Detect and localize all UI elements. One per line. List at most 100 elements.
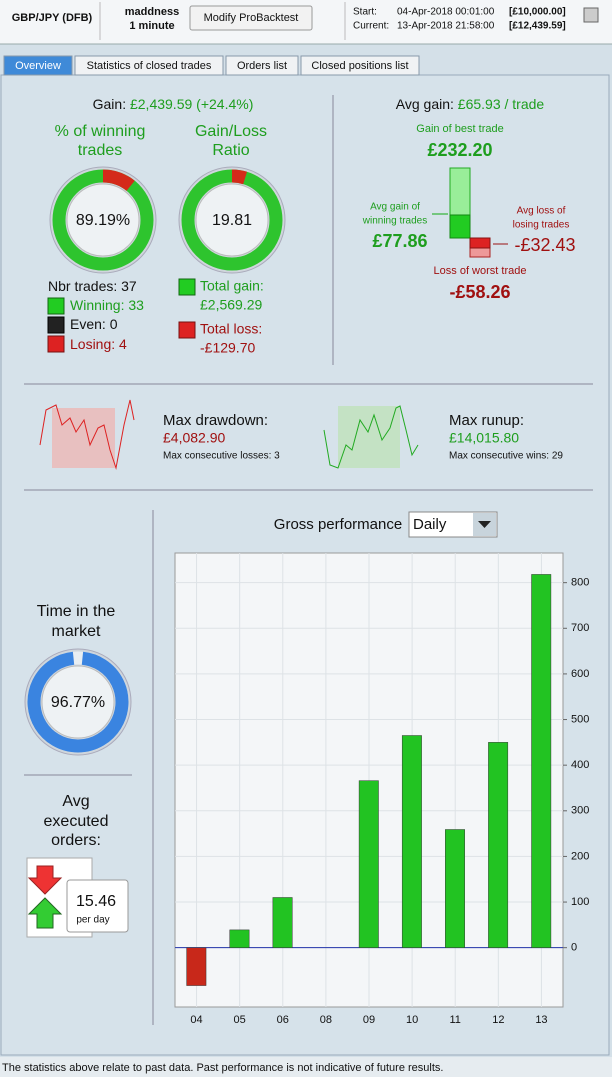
loss-label: losing trades xyxy=(513,220,570,231)
bar xyxy=(488,742,509,948)
bar xyxy=(229,929,250,948)
legend-win xyxy=(47,297,65,315)
y-tick-label: 100 xyxy=(571,896,589,908)
x-tick-label: 06 xyxy=(277,1014,289,1026)
ratio-donut-arc xyxy=(231,169,248,185)
even-label: Even: xyxy=(70,316,106,332)
y-tick-label: 400 xyxy=(571,759,589,771)
market-arc xyxy=(27,651,129,753)
bar xyxy=(401,735,422,948)
start: 04-Apr-2018 00:01:00 xyxy=(397,7,495,18)
start-capital: [£10,000.00] xyxy=(509,7,566,18)
orders-value: 15.46 xyxy=(76,893,116,910)
win-donut-arc xyxy=(102,169,135,192)
tab-label[interactable]: Closed positions list xyxy=(311,60,408,72)
win-donut-center xyxy=(66,183,140,257)
tab-label[interactable]: Statistics of closed trades xyxy=(87,60,212,72)
button[interactable] xyxy=(189,5,313,31)
x-tick-label: 09 xyxy=(363,1014,375,1026)
best: £232.20 xyxy=(427,140,492,160)
tab[interactable] xyxy=(3,55,73,76)
button-label[interactable]: Modify ProBacktest xyxy=(204,12,299,24)
losing-count: 4 xyxy=(119,336,127,352)
even-count: 0 xyxy=(110,316,118,332)
worst: -£58.26 xyxy=(449,282,510,302)
drawdown-spark xyxy=(39,399,135,470)
timeframe: 1 minute xyxy=(129,20,174,32)
runup-label: Max runup: xyxy=(449,412,524,429)
orders-title: Avg xyxy=(62,793,89,810)
tab-label[interactable]: Overview xyxy=(15,60,61,72)
y-tick-label: 800 xyxy=(571,577,589,589)
runup-area xyxy=(338,406,400,468)
current-label: Current: xyxy=(353,21,389,32)
ratio-donut-center xyxy=(195,183,269,257)
legend-gain xyxy=(178,278,196,296)
current: 13-Apr-2018 21:58:00 xyxy=(397,21,495,32)
tab[interactable] xyxy=(74,55,224,76)
footer-bg xyxy=(0,1057,612,1077)
drawdown: £4,082.90 xyxy=(163,430,225,446)
x-tick-label: 11 xyxy=(450,1014,461,1026)
x-tick-label: 10 xyxy=(406,1014,418,1026)
x-tick-label: 12 xyxy=(492,1014,504,1026)
orders-unit: per day xyxy=(76,915,109,926)
drawdown-area xyxy=(52,408,115,468)
gain: Gain: £2,439.59 (+24.4%) xyxy=(93,96,254,112)
market-center xyxy=(41,665,115,739)
losing-label: Losing: xyxy=(70,336,115,352)
x-tick-label: 04 xyxy=(190,1014,202,1026)
avg-loss: -£32.43 xyxy=(514,235,575,255)
footer: The statistics above relate to past data… xyxy=(2,1062,443,1074)
legend-loss xyxy=(178,321,196,339)
win-title: % of winning xyxy=(55,123,146,140)
runup-note: Max consecutive wins: 29 xyxy=(449,451,563,462)
market-title: market xyxy=(52,623,101,640)
winning-count: 33 xyxy=(128,297,144,313)
gain-value: £2,439.59 (+24.4%) xyxy=(130,96,253,112)
trades-label: Nbr trades: xyxy=(48,278,117,294)
ratio-title: Gain/Loss xyxy=(195,123,267,140)
y-tick-label: 600 xyxy=(571,668,589,680)
print-icon[interactable] xyxy=(583,7,599,23)
bar xyxy=(358,780,379,948)
tab[interactable] xyxy=(300,55,420,76)
strategy: maddness xyxy=(125,6,179,18)
select-arrow[interactable] xyxy=(478,521,491,528)
total-loss-label: Total loss: xyxy=(200,321,262,337)
y-tick-label: 200 xyxy=(571,850,589,862)
winning-label: Winning: xyxy=(70,297,124,313)
orders-card xyxy=(66,879,129,933)
drawdown-label: Max drawdown: xyxy=(163,412,268,429)
x-tick-label: 05 xyxy=(234,1014,246,1026)
start-label: Start: xyxy=(353,7,377,18)
tab[interactable] xyxy=(225,55,299,76)
instrument: GBP/JPY (DFB) xyxy=(12,12,93,24)
trades-total: 37 xyxy=(121,278,137,294)
bar xyxy=(531,574,552,948)
runup: £14,015.80 xyxy=(449,430,519,446)
x-tick-label: 08 xyxy=(320,1014,332,1026)
period[interactable]: Daily xyxy=(413,516,447,533)
win-donut-value: 89.19% xyxy=(76,212,130,229)
avg-label: Avg gain: xyxy=(396,96,454,112)
y-tick-label: 700 xyxy=(571,622,589,634)
win-title: trades xyxy=(78,142,122,159)
y-tick-label: 0 xyxy=(571,942,577,954)
tabs: Overview Statistics of closed trades Order… xyxy=(3,55,420,76)
y-tick-label: 300 xyxy=(571,805,589,817)
worst-label: Loss of worst trade xyxy=(434,265,527,277)
loss-label: Avg loss of xyxy=(517,206,566,217)
ratio-donut-value: 19.81 xyxy=(212,212,252,229)
legend-lose xyxy=(47,335,65,353)
win-label: Avg gain of xyxy=(370,202,420,213)
tab-label[interactable]: Orders list xyxy=(237,60,287,72)
avg-loss-bar xyxy=(469,237,491,249)
down-arrow xyxy=(27,865,63,895)
orders-title: orders: xyxy=(51,832,101,849)
avg-win: £77.86 xyxy=(372,231,427,251)
x-tick-label: 13 xyxy=(535,1014,547,1026)
winning: Winning: 33 xyxy=(70,297,144,313)
bar xyxy=(272,897,293,948)
